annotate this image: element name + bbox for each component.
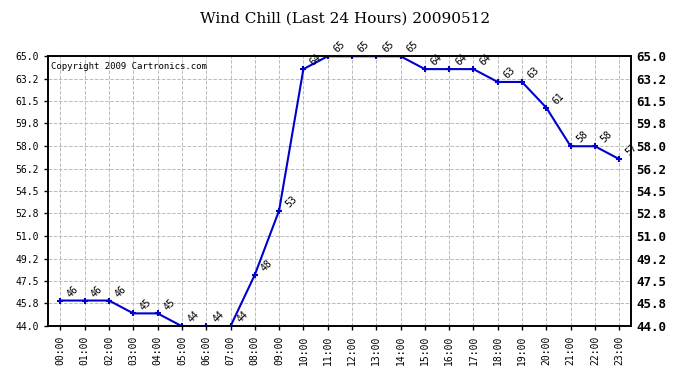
Text: 61: 61 — [551, 91, 566, 106]
Text: 44: 44 — [235, 309, 250, 325]
Text: 63: 63 — [502, 65, 518, 81]
Text: 48: 48 — [259, 258, 275, 273]
Text: 63: 63 — [526, 65, 542, 81]
Text: 46: 46 — [65, 284, 80, 299]
Text: 44: 44 — [210, 309, 226, 325]
Text: 64: 64 — [308, 53, 323, 68]
Text: 64: 64 — [477, 53, 493, 68]
Text: 46: 46 — [89, 284, 104, 299]
Text: 57: 57 — [623, 142, 639, 158]
Text: 53: 53 — [284, 194, 299, 209]
Text: 45: 45 — [161, 297, 177, 312]
Text: 46: 46 — [113, 284, 128, 299]
Text: 45: 45 — [137, 297, 153, 312]
Text: Copyright 2009 Cartronics.com: Copyright 2009 Cartronics.com — [51, 62, 207, 70]
Text: 65: 65 — [332, 39, 347, 55]
Text: 65: 65 — [356, 39, 371, 55]
Text: 64: 64 — [429, 53, 444, 68]
Text: 65: 65 — [380, 39, 396, 55]
Text: 44: 44 — [186, 309, 201, 325]
Text: 65: 65 — [405, 39, 420, 55]
Text: 64: 64 — [453, 53, 469, 68]
Text: Wind Chill (Last 24 Hours) 20090512: Wind Chill (Last 24 Hours) 20090512 — [200, 11, 490, 25]
Text: 58: 58 — [575, 129, 590, 145]
Text: 58: 58 — [599, 129, 615, 145]
